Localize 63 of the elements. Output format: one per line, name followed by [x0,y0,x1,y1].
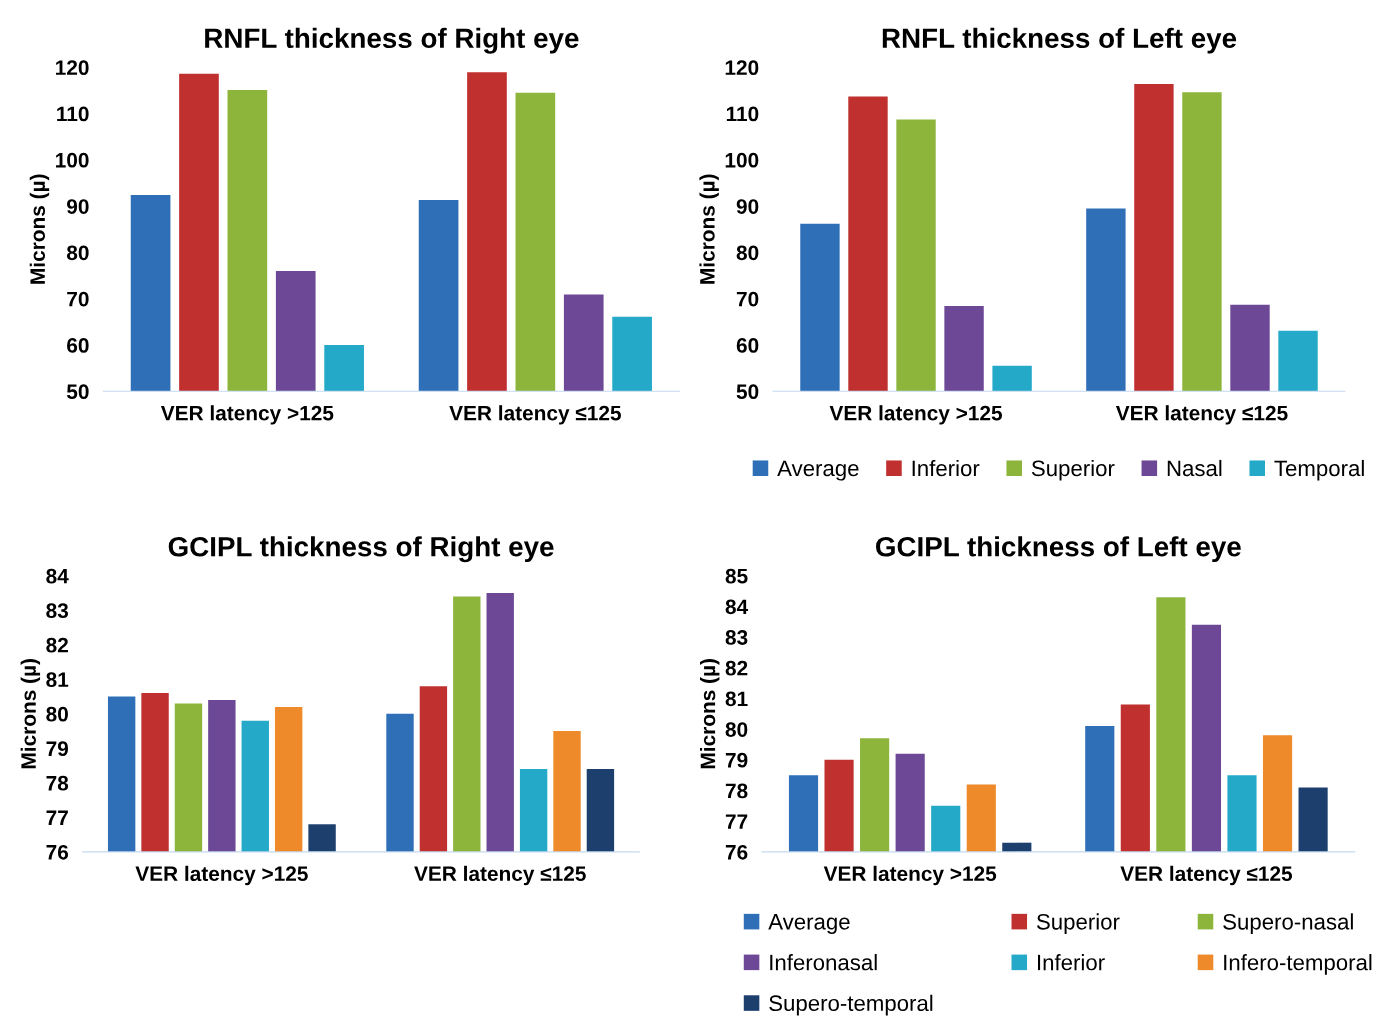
legend-label: Supero-temporal [769,994,933,1016]
y-tick-label: 70 [736,291,759,307]
legend-label: Supero-nasal [1223,913,1353,935]
y-axis-title: Microns (µ) [699,174,719,284]
chart-title: RNFL thickness of Left eye [882,27,1237,54]
x-tick-label: VER latency ≤125 [414,865,586,886]
y-tick-label: 78 [725,783,748,799]
y-tick-label: 60 [736,338,759,353]
y-tick-label: 90 [67,199,89,214]
y-tick-label: 77 [46,810,68,825]
legend-label: Average [777,460,859,481]
legend-label: Temporal [1274,459,1364,481]
y-axis-title: Microns (µ) [29,174,50,284]
y-tick-label: 80 [725,722,748,737]
x-tick-label: VER latency >125 [135,865,308,886]
y-tick-label: 79 [46,741,69,757]
y-tick-label: 76 [46,844,69,860]
y-tick-label: 110 [726,106,759,122]
y-tick-label: 100 [725,152,759,168]
y-tick-label: 100 [56,152,89,168]
y-tick-label: 120 [725,60,759,76]
y-tick-label: 82 [46,637,68,653]
x-tick-label: VER latency ≤125 [449,405,621,425]
y-tick-label: 84 [46,568,69,584]
x-tick-label: VER latency >125 [829,405,1003,425]
legend-label: Inferonasal [770,954,877,971]
y-tick-label: 110 [57,106,89,122]
legend-label: Nasal [1167,459,1222,477]
x-tick-label: VER latency ≤125 [1120,865,1293,886]
y-tick-label: 60 [67,338,89,353]
legend-label: Superior [1036,913,1120,935]
y-tick-label: 50 [66,384,89,400]
y-tick-label: 84 [725,599,749,615]
y-tick-label: 81 [725,691,748,707]
y-tick-label: 120 [56,60,89,76]
y-tick-label: 50 [736,384,759,400]
y-tick-label: 82 [725,660,748,676]
y-tick-label: 70 [67,291,89,307]
y-tick-label: 83 [46,603,69,619]
y-tick-label: 85 [725,568,748,584]
y-tick-label: 80 [736,245,759,261]
chart-title: GCIPL thickness of Left eye [876,536,1241,563]
y-tick-label: 83 [725,630,748,645]
y-tick-label: 81 [46,672,69,688]
legend-label: Superior [1031,459,1115,481]
y-tick-label: 80 [46,706,68,722]
legend-label: Average [768,914,850,935]
x-tick-label: VER latency ≤125 [1115,405,1288,425]
chart-title: RNFL thickness of Right eye [205,27,579,54]
y-axis-title: Microns (µ) [699,659,720,769]
y-axis-title: Microns (µ) [20,659,41,769]
y-tick-label: 76 [725,844,748,860]
y-tick-label: 77 [725,814,748,829]
x-tick-label: VER latency >125 [823,865,997,886]
legend-label: Inferior [912,459,980,477]
legend-label: Infero-temporal [1224,954,1372,975]
y-tick-label: 80 [66,245,89,261]
x-tick-label: VER latency >125 [160,405,334,425]
y-tick-label: 78 [46,775,69,791]
y-tick-label: 79 [725,752,748,768]
legend-label: Inferior [1038,954,1105,971]
chart-title: GCIPL thickness of Right eye [168,536,554,563]
y-tick-label: 90 [736,199,759,214]
